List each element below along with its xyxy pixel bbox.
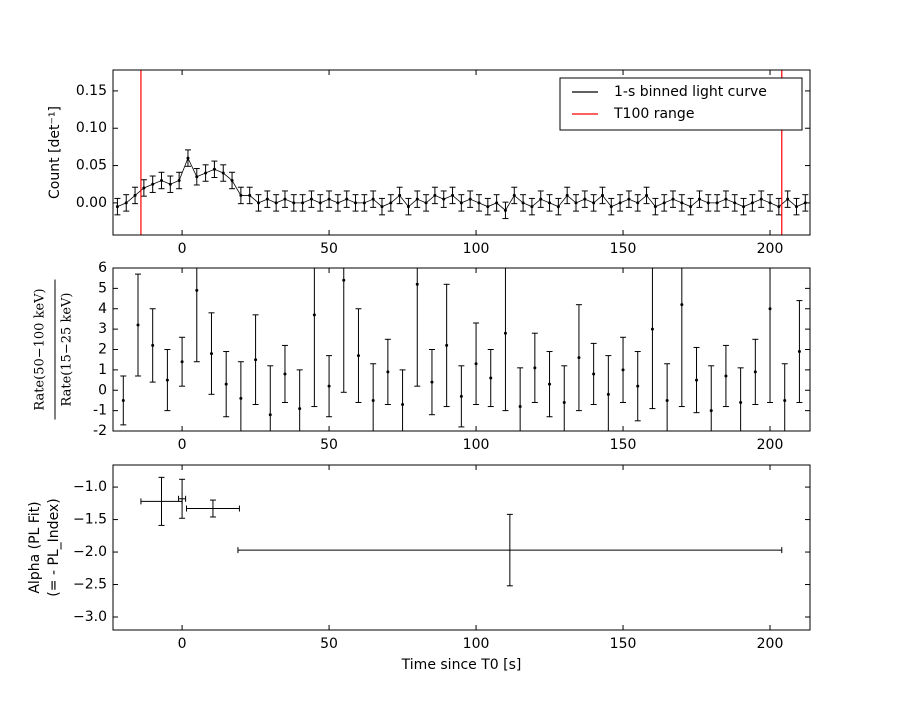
y-tick-label: −2.5 (73, 577, 107, 593)
legend-label: T100 range (613, 106, 694, 122)
point (283, 372, 287, 376)
point (268, 413, 272, 417)
y-tick-label: 0 (98, 382, 107, 398)
x-tick-label: 50 (320, 636, 338, 652)
point (548, 382, 552, 386)
y-tick-label: -2 (93, 423, 107, 439)
y-axis-label: (= - PL_Index) (46, 498, 62, 596)
x-axis-label: Time since T0 [s] (401, 657, 522, 673)
point (592, 372, 596, 376)
x-tick-label: 50 (320, 437, 338, 453)
x-tick-label: 150 (610, 636, 637, 652)
plot-area (114, 70, 809, 235)
point (386, 370, 390, 374)
point (606, 392, 610, 396)
y-tick-label: −1.5 (73, 512, 107, 528)
point (312, 313, 316, 317)
y-tick-label: 1 (98, 362, 107, 378)
x-tick-label: 200 (757, 241, 784, 257)
x-tick-label: 0 (178, 241, 187, 257)
x-tick-label: 200 (757, 437, 784, 453)
point (650, 327, 654, 331)
point (195, 288, 199, 292)
point (562, 400, 566, 404)
point (136, 323, 140, 327)
legend-label: 1-s binned light curve (614, 84, 767, 100)
y-tick-label: 0.05 (76, 158, 107, 174)
y-tick-label: 3 (98, 321, 107, 337)
y-tick-label: −2.0 (73, 544, 107, 560)
point (254, 358, 258, 362)
y-axis-label-denominator: Rate(15−25 keV) (60, 293, 75, 407)
point (209, 352, 213, 356)
y-tick-label: 4 (98, 301, 107, 317)
legend-box (559, 77, 803, 131)
point (753, 370, 757, 374)
point (621, 368, 625, 372)
point (401, 403, 405, 407)
point (695, 378, 699, 382)
point (709, 409, 713, 413)
y-tick-label: -1 (93, 403, 107, 419)
point (327, 384, 331, 388)
point (533, 366, 537, 370)
y-tick-label: −1.0 (73, 479, 107, 495)
x-tick-label: 150 (610, 437, 637, 453)
y-axis-label: Alpha (PL Fit) (27, 501, 43, 593)
x-tick-label: 100 (463, 241, 490, 257)
plot-area (120, 268, 803, 431)
point (636, 384, 640, 388)
x-tick-label: 0 (178, 437, 187, 453)
point (180, 360, 184, 364)
point (459, 394, 463, 398)
x-tick-label: 100 (463, 437, 490, 453)
y-tick-label: 2 (98, 342, 107, 358)
y-tick-label: 5 (98, 280, 107, 296)
point (739, 400, 743, 404)
point (577, 356, 581, 360)
axes-frame (112, 69, 811, 236)
point (239, 396, 243, 400)
y-tick-label: 6 (98, 260, 107, 276)
point (356, 354, 360, 358)
point (518, 405, 522, 409)
point (371, 398, 375, 402)
x-tick-label: 0 (178, 636, 187, 652)
light-curve (117, 157, 806, 211)
y-axis-label-numerator: Rate(50−100 keV) (33, 288, 48, 410)
point (224, 382, 228, 386)
y-tick-label: −3.0 (73, 609, 107, 625)
point (430, 380, 434, 384)
point (797, 350, 801, 354)
point (298, 407, 302, 411)
point (489, 376, 493, 380)
y-tick-label: 0.15 (76, 83, 107, 99)
point (783, 398, 787, 402)
y-tick-label: 0.00 (76, 195, 107, 211)
axes-frame (112, 464, 811, 631)
point (342, 278, 346, 282)
point (680, 303, 684, 307)
point (165, 378, 169, 382)
plot-area (140, 476, 783, 587)
point (474, 362, 478, 366)
point (665, 398, 669, 402)
point (768, 307, 772, 311)
y-axis-label: Count [det⁻¹] (47, 106, 63, 199)
x-tick-label: 100 (463, 636, 490, 652)
point (503, 331, 507, 335)
point (121, 398, 125, 402)
x-tick-label: 150 (610, 241, 637, 257)
point (415, 282, 419, 286)
point (445, 343, 449, 347)
y-tick-label: 0.10 (76, 120, 107, 136)
x-tick-label: 50 (320, 241, 338, 257)
point (724, 374, 728, 378)
point (151, 343, 155, 347)
x-tick-label: 200 (757, 636, 784, 652)
